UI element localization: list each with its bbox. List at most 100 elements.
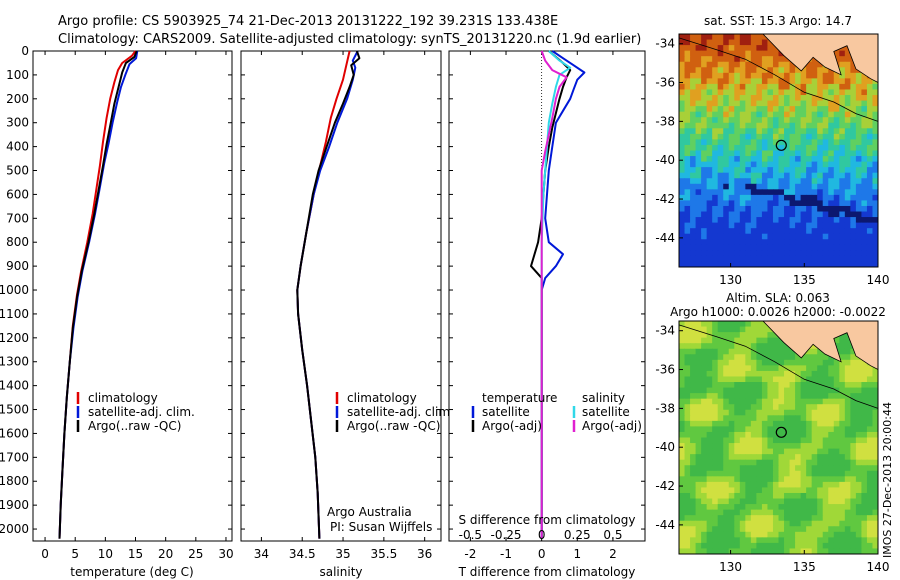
heatmap-cell bbox=[701, 326, 708, 333]
heatmap-cell bbox=[761, 465, 768, 472]
heatmap-cell bbox=[706, 365, 713, 372]
heatmap-cell bbox=[695, 122, 702, 129]
heatmap-cell bbox=[695, 189, 702, 196]
heatmap-cell bbox=[844, 431, 851, 438]
heatmap-cell bbox=[750, 167, 757, 174]
heatmap-cell bbox=[811, 476, 818, 483]
heatmap-cell bbox=[811, 133, 818, 140]
heatmap-cell bbox=[756, 459, 763, 466]
heatmap-cell bbox=[712, 150, 719, 157]
heatmap-cell bbox=[811, 409, 818, 416]
heatmap-cell bbox=[767, 509, 774, 516]
heatmap-cell bbox=[679, 83, 686, 90]
heatmap-cell bbox=[706, 194, 713, 201]
heatmap-cell bbox=[723, 470, 730, 477]
heatmap-cell bbox=[679, 509, 686, 516]
heatmap-cell bbox=[828, 78, 835, 85]
heatmap-cell bbox=[833, 537, 840, 544]
heatmap-cell bbox=[723, 194, 730, 201]
heatmap-cell bbox=[844, 515, 851, 522]
heatmap-cell bbox=[789, 205, 796, 213]
heatmap-cell bbox=[756, 343, 763, 350]
heatmap-cell bbox=[822, 128, 829, 135]
heatmap-cell bbox=[784, 515, 791, 522]
heatmap-cell bbox=[684, 487, 691, 494]
heatmap-cell bbox=[817, 359, 824, 366]
heatmap-cell bbox=[784, 150, 791, 157]
heatmap-cell bbox=[717, 404, 724, 411]
heatmap-cell bbox=[717, 476, 724, 483]
heatmap-cell bbox=[789, 194, 796, 201]
heatmap-cell bbox=[795, 217, 802, 224]
heatmap-cell bbox=[772, 139, 779, 146]
heatmap-cell bbox=[828, 239, 835, 246]
heatmap-cell bbox=[866, 95, 873, 102]
heatmap-cell bbox=[806, 244, 813, 251]
heatmap-cell bbox=[734, 398, 741, 405]
heatmap-cell bbox=[806, 72, 813, 79]
heatmap-cell bbox=[861, 117, 868, 124]
heatmap-cell bbox=[728, 128, 735, 135]
s-tick-label: 0.5 bbox=[603, 528, 622, 542]
heatmap-cell bbox=[684, 100, 691, 107]
heatmap-cell bbox=[761, 487, 768, 494]
heatmap-cell bbox=[695, 387, 702, 394]
heatmap-cell bbox=[712, 520, 719, 527]
heatmap-cell bbox=[861, 217, 868, 224]
heatmap-cell bbox=[756, 133, 763, 140]
heatmap-cell bbox=[872, 526, 879, 533]
heatmap-cell bbox=[734, 194, 741, 201]
heatmap-cell bbox=[761, 542, 768, 549]
heatmap-cell bbox=[789, 426, 796, 433]
heatmap-cell bbox=[684, 448, 691, 455]
heatmap-cell bbox=[717, 437, 724, 444]
heatmap-cell bbox=[761, 354, 768, 361]
heatmap-cell bbox=[822, 156, 829, 163]
heatmap-cell bbox=[734, 161, 741, 168]
heatmap-cell bbox=[789, 387, 796, 394]
heatmap-cell bbox=[761, 321, 768, 328]
heatmap-cell bbox=[761, 61, 768, 68]
heatmap-cell bbox=[684, 45, 691, 52]
heatmap-cell bbox=[784, 106, 791, 113]
heatmap-cell bbox=[855, 426, 862, 433]
heatmap-cell bbox=[767, 409, 774, 416]
heatmap-cell bbox=[679, 67, 686, 74]
heatmap-cell bbox=[806, 465, 813, 472]
heatmap-cell bbox=[695, 83, 702, 90]
heatmap-cell bbox=[839, 261, 846, 268]
heatmap-cell bbox=[767, 200, 774, 207]
heatmap-cell bbox=[839, 89, 846, 96]
heatmap-cell bbox=[795, 189, 802, 196]
heatmap-cell bbox=[844, 526, 851, 533]
heatmap-cell bbox=[828, 431, 835, 438]
heatmap-cell bbox=[772, 476, 779, 483]
heatmap-cell bbox=[695, 39, 702, 46]
heatmap-cell bbox=[833, 431, 840, 438]
heatmap-cell bbox=[839, 537, 846, 544]
heatmap-cell bbox=[756, 515, 763, 522]
heatmap-cell bbox=[701, 144, 708, 151]
y-tick-label: 300 bbox=[6, 116, 29, 130]
heatmap-cell bbox=[761, 128, 768, 135]
heatmap-cell bbox=[695, 470, 702, 477]
heatmap-cell bbox=[723, 387, 730, 394]
heatmap-cell bbox=[750, 337, 757, 344]
heatmap-cell bbox=[872, 492, 879, 500]
heatmap-cell bbox=[866, 498, 873, 505]
heatmap-cell bbox=[778, 393, 785, 400]
heatmap-cell bbox=[679, 78, 686, 85]
heatmap-cell bbox=[745, 205, 752, 213]
heatmap-cell bbox=[817, 144, 824, 151]
heatmap-cell bbox=[844, 409, 851, 416]
heatmap-cell bbox=[712, 459, 719, 466]
heatmap-cell bbox=[806, 67, 813, 74]
legend-label-t-argo: Argo(-adj) bbox=[482, 419, 542, 433]
heatmap-cell bbox=[690, 144, 697, 151]
heatmap-cell bbox=[817, 437, 824, 444]
heatmap-cell bbox=[778, 117, 785, 124]
heatmap-cell bbox=[701, 56, 708, 63]
heatmap-cell bbox=[833, 376, 840, 383]
heatmap-cell bbox=[761, 194, 768, 201]
heatmap-cell bbox=[717, 34, 724, 41]
